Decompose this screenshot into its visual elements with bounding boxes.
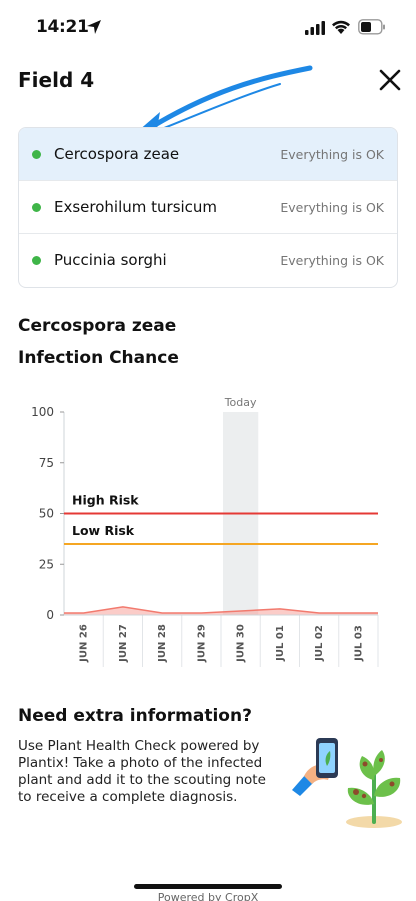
status-ok-dot	[32, 256, 41, 265]
info-title: Need extra information?	[18, 706, 252, 726]
page-title: Field 4	[18, 68, 95, 92]
chart-title: Infection Chance	[18, 348, 179, 368]
info-text: Use Plant Health Check powered by Planti…	[18, 738, 266, 805]
selected-disease-title: Cercospora zeae	[18, 316, 177, 336]
status-bar: 14:21	[0, 0, 416, 56]
disease-status: Everything is OK	[280, 147, 384, 162]
location-arrow-icon	[87, 20, 101, 34]
disease-status: Everything is OK	[280, 200, 384, 215]
home-indicator	[134, 884, 282, 889]
infection-line	[64, 606, 378, 614]
footer-powered-by: Powered by CropX	[157, 891, 259, 901]
cellular-signal-icon	[305, 21, 325, 35]
disease-name: Puccinia sorghi	[54, 251, 167, 269]
wifi-icon	[332, 20, 350, 34]
disease-list: Cercospora zeae Everything is OK Exseroh…	[18, 127, 398, 288]
x-tick-label: JUN 28	[157, 624, 168, 663]
disease-status: Everything is OK	[280, 253, 384, 268]
battery-icon	[358, 19, 385, 35]
y-tick-label: 50	[39, 507, 54, 521]
x-tick-label: JUN 27	[118, 624, 129, 663]
x-tick-label: JUL 03	[353, 625, 364, 662]
threshold-label: High Risk	[72, 493, 139, 508]
x-tick-label: JUL 01	[275, 625, 286, 662]
today-label: Today	[224, 396, 257, 409]
plant-phone-illustration	[292, 738, 402, 828]
x-tick-label: JUN 26	[79, 624, 90, 663]
y-tick-label: 25	[39, 557, 54, 571]
disease-row-cercospora-zeae[interactable]: Cercospora zeae Everything is OK	[19, 128, 397, 181]
threshold-label: Low Risk	[72, 523, 135, 538]
x-tick-label: JUN 30	[236, 624, 247, 663]
close-icon[interactable]	[376, 66, 404, 94]
status-ok-dot	[32, 150, 41, 159]
status-time: 14:21	[36, 17, 89, 37]
disease-row-exserohilum-tursicum[interactable]: Exserohilum tursicum Everything is OK	[19, 181, 397, 234]
status-ok-dot	[32, 203, 41, 212]
disease-row-puccinia-sorghi[interactable]: Puccinia sorghi Everything is OK	[19, 234, 397, 287]
disease-name: Cercospora zeae	[54, 145, 180, 163]
x-tick-label: JUL 02	[314, 625, 325, 662]
y-tick-label: 0	[46, 608, 54, 622]
x-tick-label: JUN 29	[196, 624, 207, 663]
infection-area	[64, 606, 378, 615]
y-tick-label: 75	[39, 456, 54, 470]
disease-name: Exserohilum tursicum	[54, 198, 218, 216]
infection-chance-chart: Today 0 25 50 75 100 JUN 26 JUN 27 JUN 28 JUN 29 J…	[31, 396, 379, 667]
y-tick-label: 100	[31, 405, 54, 419]
